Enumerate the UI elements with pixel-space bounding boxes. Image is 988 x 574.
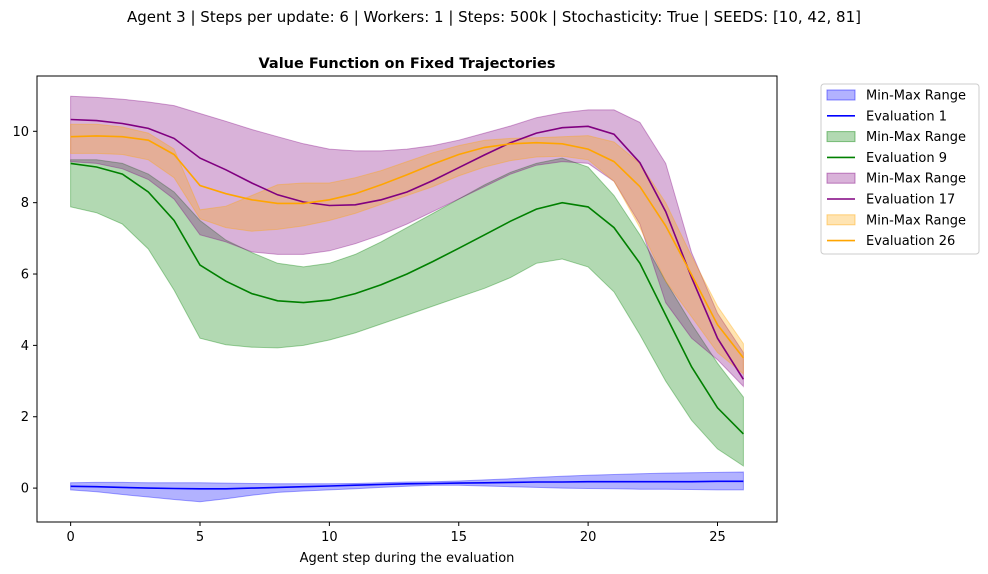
plot-frame [36, 75, 778, 523]
x-tick-label: 25 [709, 530, 726, 545]
figure-suptitle: Agent 3 | Steps per update: 6 | Workers:… [127, 8, 861, 26]
y-tick-label: 0 [21, 482, 29, 497]
x-axis-label: Agent step during the evaluation [300, 551, 515, 566]
legend-line-label: Evaluation 17 [866, 193, 955, 208]
y-tick-label: 8 [21, 196, 29, 211]
plot-area [37, 76, 777, 522]
x-tick-label: 5 [196, 530, 204, 545]
legend-band-swatch [826, 89, 856, 101]
chart-title: Value Function on Fixed Trajectories [259, 56, 556, 72]
legend-band-swatch [826, 131, 856, 143]
legend-box [820, 83, 980, 255]
legend-band-label: Min-Max Range [866, 213, 966, 228]
legend-band-label: Min-Max Range [866, 172, 966, 187]
x-tick-label: 15 [450, 530, 467, 545]
legend-band-swatch [826, 172, 856, 184]
y-tick-label: 10 [12, 125, 29, 140]
legend-band-swatch [826, 214, 856, 226]
band-1 [70, 471, 744, 503]
y-tick-label: 2 [21, 410, 29, 425]
band-3 [70, 95, 744, 388]
x-tick-label: 0 [66, 530, 74, 545]
legend: Min-Max Range Evaluation 1 Min-Max Range Ev… [820, 83, 980, 255]
series-line-2 [70, 162, 744, 435]
y-tick-label: 6 [21, 268, 29, 283]
x-tick-label: 20 [580, 530, 597, 545]
band-2 [70, 157, 744, 467]
legend-band-label: Min-Max Range [866, 89, 966, 104]
legend-line-label: Evaluation 26 [866, 234, 955, 249]
legend-band-label: Min-Max Range [866, 130, 966, 145]
y-tick-label: 4 [21, 339, 29, 354]
legend-line-label: Evaluation 9 [866, 151, 947, 166]
legend-line-label: Evaluation 1 [866, 109, 947, 124]
x-tick-label: 10 [321, 530, 338, 545]
series-line-3 [70, 118, 745, 380]
series-line-4 [70, 135, 745, 359]
x-axis-ticks: 0 5 10 15 20 25 [66, 522, 726, 545]
y-axis-ticks: 0 2 4 6 8 10 [12, 125, 37, 497]
series-line-1 [70, 480, 744, 490]
series-lines [70, 118, 745, 490]
